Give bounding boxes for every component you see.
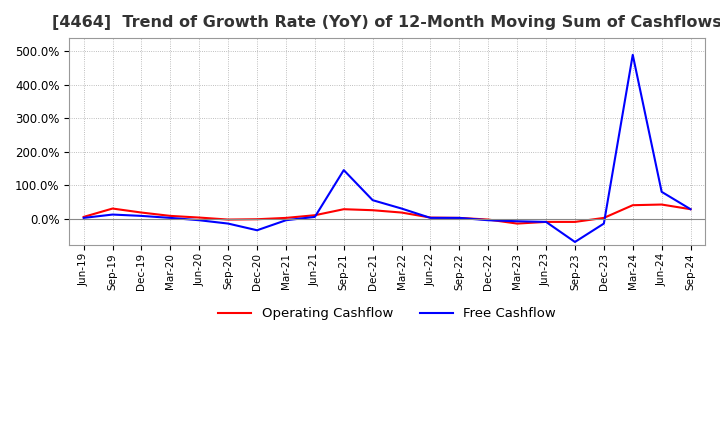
- Free Cashflow: [253, 227, 261, 233]
- Operating Cashflow: [571, 219, 580, 224]
- Operating Cashflow: [108, 206, 117, 211]
- Title: [4464]  Trend of Growth Rate (YoY) of 12-Month Moving Sum of Cashflows: [4464] Trend of Growth Rate (YoY) of 12-…: [53, 15, 720, 30]
- Free Cashflow: [195, 218, 204, 223]
- Free Cashflow: [600, 221, 608, 226]
- Free Cashflow: [108, 212, 117, 217]
- Operating Cashflow: [282, 215, 290, 220]
- Free Cashflow: [455, 215, 464, 220]
- Operating Cashflow: [541, 219, 550, 224]
- Operating Cashflow: [369, 208, 377, 213]
- Legend: Operating Cashflow, Free Cashflow: Operating Cashflow, Free Cashflow: [213, 302, 561, 326]
- Operating Cashflow: [686, 206, 695, 212]
- Operating Cashflow: [397, 210, 406, 215]
- Operating Cashflow: [455, 215, 464, 220]
- Operating Cashflow: [253, 216, 261, 222]
- Line: Operating Cashflow: Operating Cashflow: [84, 205, 690, 224]
- Operating Cashflow: [79, 214, 88, 220]
- Free Cashflow: [310, 214, 319, 220]
- Operating Cashflow: [629, 202, 637, 208]
- Operating Cashflow: [600, 215, 608, 220]
- Operating Cashflow: [339, 206, 348, 212]
- Free Cashflow: [282, 218, 290, 223]
- Operating Cashflow: [310, 213, 319, 218]
- Operating Cashflow: [166, 213, 175, 219]
- Operating Cashflow: [657, 202, 666, 207]
- Free Cashflow: [369, 198, 377, 203]
- Free Cashflow: [224, 221, 233, 226]
- Free Cashflow: [571, 239, 580, 245]
- Free Cashflow: [166, 215, 175, 220]
- Operating Cashflow: [137, 210, 145, 215]
- Free Cashflow: [629, 52, 637, 58]
- Operating Cashflow: [426, 215, 435, 220]
- Free Cashflow: [137, 213, 145, 219]
- Free Cashflow: [484, 218, 492, 223]
- Free Cashflow: [426, 215, 435, 220]
- Operating Cashflow: [513, 221, 521, 226]
- Free Cashflow: [397, 206, 406, 211]
- Operating Cashflow: [224, 217, 233, 222]
- Operating Cashflow: [484, 217, 492, 222]
- Operating Cashflow: [195, 215, 204, 220]
- Free Cashflow: [686, 206, 695, 212]
- Free Cashflow: [513, 219, 521, 224]
- Free Cashflow: [541, 219, 550, 224]
- Line: Free Cashflow: Free Cashflow: [84, 55, 690, 242]
- Free Cashflow: [79, 215, 88, 220]
- Free Cashflow: [339, 168, 348, 173]
- Free Cashflow: [657, 189, 666, 194]
